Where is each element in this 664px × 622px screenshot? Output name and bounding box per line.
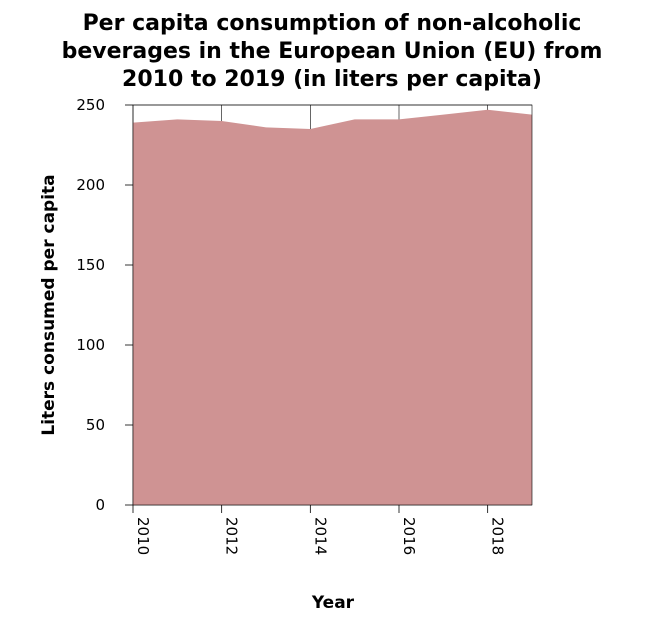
- x-tick-label: 2018: [489, 517, 507, 555]
- x-tick-label: 2012: [223, 517, 241, 555]
- x-tick-label: 2014: [311, 517, 329, 555]
- y-tick-label: 200: [76, 176, 105, 194]
- y-tick-label: 150: [76, 256, 105, 274]
- x-tick-label: 2010: [134, 517, 152, 555]
- y-tick-label: 100: [76, 336, 105, 354]
- chart-title-line-3: 2010 to 2019 (in liters per capita): [122, 67, 542, 92]
- y-tick-label: 250: [76, 96, 105, 114]
- x-tick-label: 2016: [400, 517, 418, 555]
- x-axis-label: Year: [311, 593, 355, 613]
- y-axis-label: Liters consumed per capita: [39, 174, 59, 435]
- chart-title-line-1: Per capita consumption of non-alcoholic: [83, 11, 582, 36]
- y-tick-label: 0: [95, 496, 105, 514]
- y-tick-label: 50: [86, 416, 105, 434]
- area-series: [133, 109, 532, 506]
- plot-frame: [132, 104, 533, 506]
- chart-title-line-2: beverages in the European Union (EU) fro…: [62, 39, 603, 64]
- y-axis: 0 50 100 150 200 250: [76, 96, 133, 514]
- x-axis: 2010 2012 2014 2016 2018: [132, 505, 507, 555]
